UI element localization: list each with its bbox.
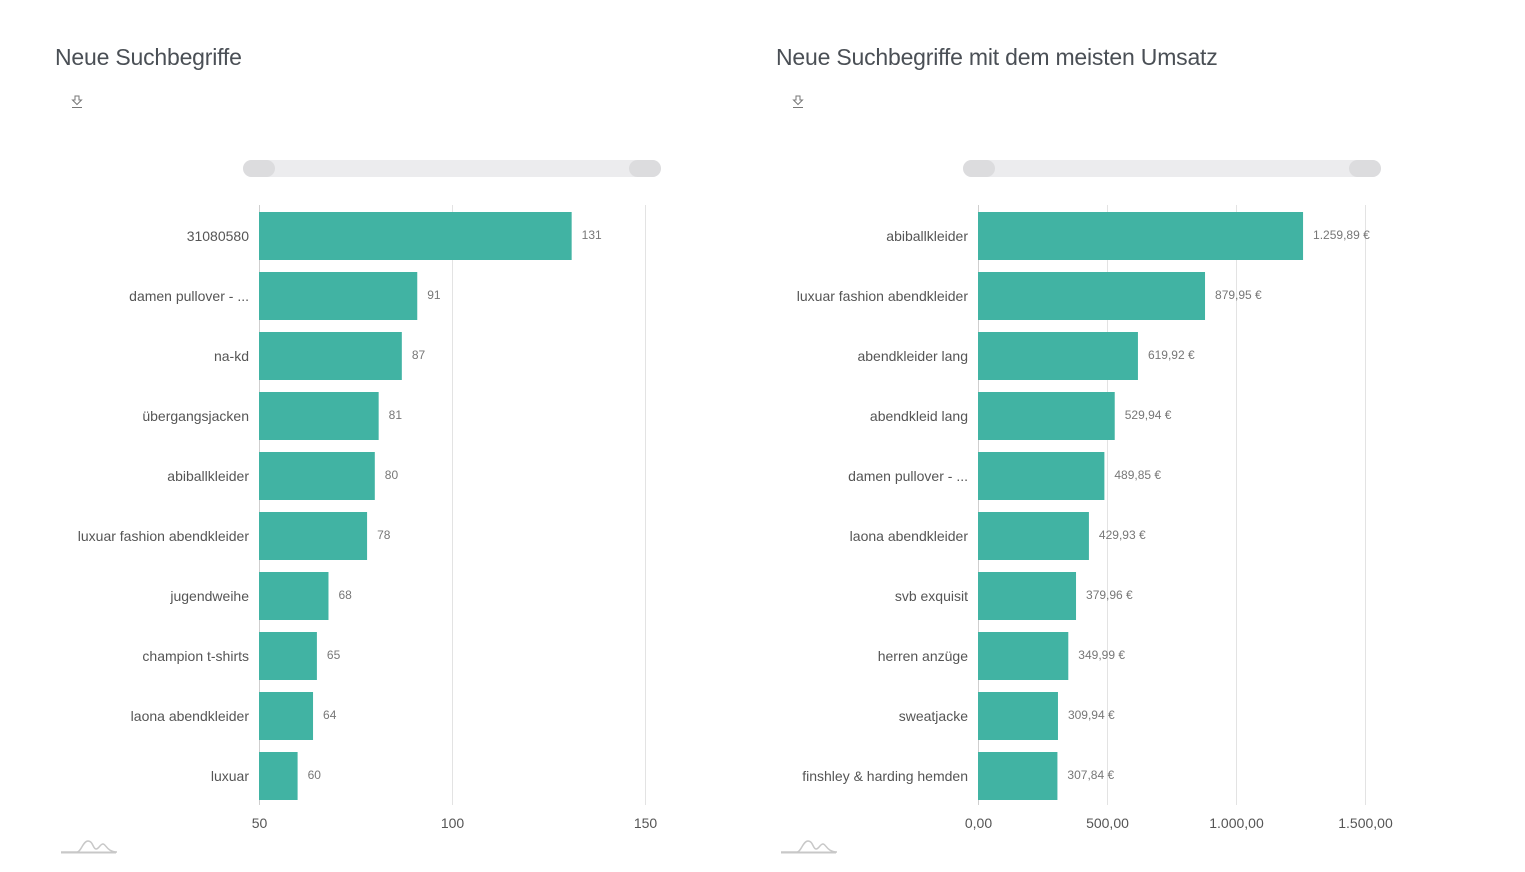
data-label: 87: [412, 348, 426, 362]
data-label: 349,99 €: [1078, 648, 1125, 662]
bar: [259, 752, 298, 800]
bar: [259, 572, 329, 620]
scrollbar-handle-right[interactable]: [629, 160, 661, 177]
category-label: finshley & harding hemden: [802, 768, 968, 784]
bar: [259, 512, 368, 560]
data-label: 619,92 €: [1148, 348, 1195, 362]
category-label: damen pullover - ...: [848, 468, 968, 484]
data-label: 309,94 €: [1068, 708, 1115, 722]
data-label: 68: [338, 588, 352, 602]
data-label: 1.259,89 €: [1313, 228, 1370, 242]
chart-title: Neue Suchbegriffe mit dem meisten Umsatz: [776, 44, 1218, 70]
data-label: 81: [389, 408, 403, 422]
category-label: luxuar: [211, 768, 249, 784]
category-label: luxuar fashion abendkleider: [797, 288, 969, 304]
category-label: svb exquisit: [895, 588, 968, 604]
data-label: 379,96 €: [1086, 588, 1133, 602]
data-label: 879,95 €: [1215, 288, 1262, 302]
category-label: übergangsjacken: [142, 408, 249, 424]
data-label: 65: [327, 648, 341, 662]
category-label: champion t-shirts: [142, 648, 249, 664]
x-tick-label: 150: [634, 815, 658, 831]
bar: [978, 572, 1077, 620]
scrollbar-handle-left[interactable]: [963, 160, 995, 177]
category-label: herren anzüge: [878, 648, 969, 664]
category-label: abendkleider lang: [857, 348, 968, 364]
bar: [259, 452, 375, 500]
data-label: 489,85 €: [1114, 468, 1161, 482]
category-label: abiballkleider: [886, 228, 968, 244]
bar-chart-new-search-terms: 50 100 150 31080580 131 damen pullover - ... 9…: [78, 205, 658, 831]
category-label: laona abendkleider: [850, 528, 969, 544]
data-label: 429,93 €: [1099, 528, 1146, 542]
data-label: 529,94 €: [1125, 408, 1172, 422]
data-label: 131: [582, 228, 602, 242]
x-tick-label: 0,00: [965, 815, 992, 831]
download-icon[interactable]: [792, 95, 804, 109]
bar: [259, 692, 314, 740]
range-scrollbar[interactable]: [243, 160, 661, 177]
data-label: 60: [308, 768, 322, 782]
category-label: na-kd: [214, 348, 249, 364]
data-label: 80: [385, 468, 399, 482]
scrollbar-handle-left[interactable]: [243, 160, 275, 177]
scrollbar-handle-right[interactable]: [1349, 160, 1381, 177]
bar: [978, 452, 1105, 500]
data-label: 78: [377, 528, 391, 542]
data-label: 91: [427, 288, 441, 302]
data-label: 307,84 €: [1067, 768, 1114, 782]
bar: [259, 332, 402, 380]
category-label: damen pullover - ...: [129, 288, 249, 304]
category-label: abiballkleider: [167, 468, 249, 484]
x-tick-label: 1.500,00: [1338, 815, 1393, 831]
bar: [978, 752, 1058, 800]
x-tick-label: 100: [441, 815, 465, 831]
bar: [978, 512, 1089, 560]
chart-title: Neue Suchbegriffe: [55, 44, 242, 70]
bar: [259, 392, 379, 440]
x-tick-label: 1.000,00: [1209, 815, 1264, 831]
category-label: laona abendkleider: [131, 708, 250, 724]
bar: [259, 212, 572, 260]
bar: [978, 272, 1206, 320]
range-selector-icon[interactable]: [60, 836, 118, 856]
bar: [978, 632, 1069, 680]
bar: [978, 212, 1304, 260]
category-label: luxuar fashion abendkleider: [78, 528, 250, 544]
x-tick-label: 500,00: [1086, 815, 1129, 831]
category-label: jugendweihe: [169, 588, 249, 604]
category-label: abendkleid lang: [870, 408, 968, 424]
x-tick-label: 50: [252, 815, 268, 831]
bar: [259, 272, 418, 320]
bar: [978, 392, 1115, 440]
bar: [978, 692, 1058, 740]
category-label: 31080580: [187, 228, 250, 244]
data-label: 64: [323, 708, 337, 722]
range-selector-icon[interactable]: [780, 836, 838, 856]
bar: [259, 632, 317, 680]
download-icon[interactable]: [71, 95, 83, 109]
range-scrollbar[interactable]: [963, 160, 1381, 177]
bar: [978, 332, 1138, 380]
category-label: sweatjacke: [899, 708, 968, 724]
